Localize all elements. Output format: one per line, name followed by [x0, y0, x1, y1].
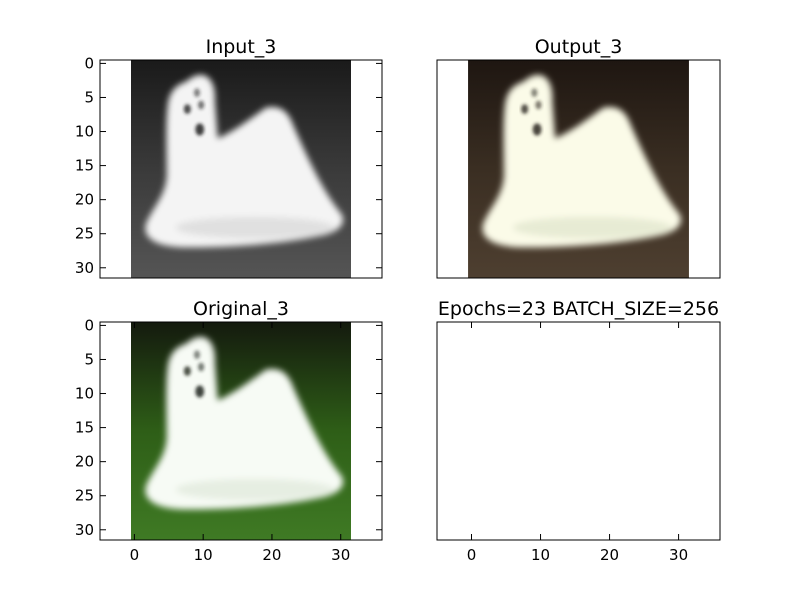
- dog-silhouette: [145, 336, 344, 510]
- xtick-label: 20: [262, 546, 281, 564]
- subplot-1: 0 5 10 15 20 25 30 Input_3: [75, 36, 383, 279]
- ytick-label: 0: [84, 316, 94, 334]
- image-plot: [130, 60, 352, 278]
- subplot-title: Epochs=23 BATCH_SIZE=256: [438, 298, 719, 320]
- dog-silhouette: [482, 74, 681, 248]
- ytick-label: 25: [75, 487, 94, 505]
- subplot-2: Output_3: [436, 36, 721, 279]
- dog-face: [521, 88, 542, 136]
- xtick-label: 30: [331, 546, 350, 564]
- ytick-label: 15: [75, 419, 94, 437]
- xtick-label: 10: [531, 546, 550, 564]
- subplot-title: Output_3: [535, 36, 623, 58]
- dog-silhouette: [145, 74, 344, 248]
- axes-frame: [436, 321, 721, 541]
- xtick-label: 0: [467, 546, 477, 564]
- xtick-label: 10: [194, 546, 213, 564]
- ytick-label: 5: [84, 350, 94, 368]
- ytick-label: 15: [75, 157, 94, 175]
- subplot-4: 0 10 20 30 Epochs=23 BATCH_SIZE=256: [436, 298, 721, 564]
- dog-face: [183, 350, 205, 398]
- ytick-label: 0: [84, 54, 94, 72]
- ytick-label: 10: [75, 123, 94, 141]
- xtick-label: 20: [600, 546, 619, 564]
- subplot-title: Original_3: [193, 298, 289, 320]
- ytick-label: 5: [84, 88, 94, 106]
- xtick-label: 30: [669, 546, 688, 564]
- dog-face: [183, 88, 205, 136]
- ytick-label: 30: [75, 259, 94, 277]
- axes-frame: [99, 321, 383, 541]
- subplot-title: Input_3: [206, 36, 277, 58]
- ytick-label: 20: [75, 453, 94, 471]
- ytick-label: 10: [75, 385, 94, 403]
- image-plot: [130, 322, 352, 540]
- ytick-label: 20: [75, 191, 94, 209]
- image-plot: [468, 60, 689, 278]
- ytick-label: 30: [75, 521, 94, 539]
- subplot-3: 0 5 10 15 20 25 30 0 10 20 30 Original_3: [75, 298, 383, 564]
- ytick-label: 25: [75, 225, 94, 243]
- axes-frame: [99, 59, 383, 279]
- xtick-label: 0: [130, 546, 140, 564]
- axes-frame: [436, 59, 721, 279]
